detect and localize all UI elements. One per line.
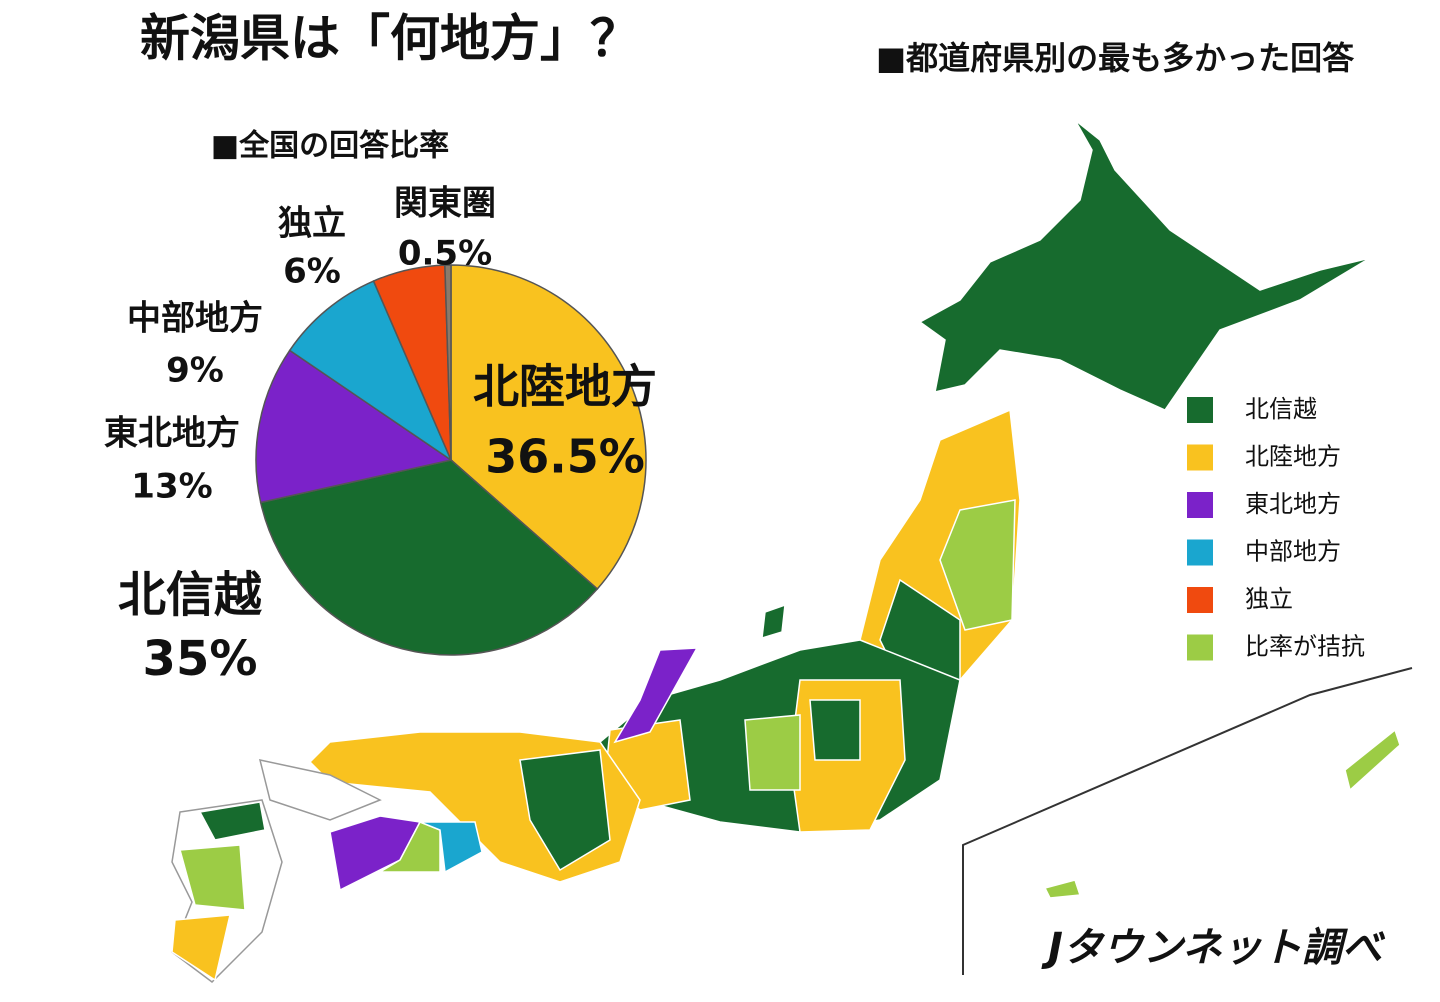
sado	[761, 603, 786, 640]
slice-value: 6%	[283, 252, 341, 292]
pie-slice	[288, 280, 453, 463]
slice-label: 北陸地方	[473, 360, 657, 414]
pie-slice	[450, 264, 647, 591]
pie-slice	[259, 459, 599, 656]
legend-label: 北陸地方	[1245, 443, 1341, 471]
islands	[1043, 879, 1082, 899]
legend-swatch	[1187, 397, 1213, 423]
pie-chart	[255, 264, 647, 656]
legend-label: 東北地方	[1245, 490, 1341, 518]
kinki-green	[519, 749, 611, 872]
source: Jタウンネット調べ	[1041, 925, 1386, 971]
noto	[613, 647, 699, 744]
pie-slice	[255, 349, 453, 504]
legend-label: 北信越	[1245, 395, 1317, 423]
slice-label: 関東圏	[394, 184, 496, 224]
shikoku-even	[377, 821, 441, 873]
shikoku-cyan	[419, 821, 483, 874]
slice-label: 中部地方	[127, 299, 263, 339]
kyushu-even	[179, 844, 246, 911]
main-title: 新潟県は「何地方」？	[140, 10, 640, 68]
slice-label: 独立	[278, 204, 346, 244]
japan-map	[171, 119, 1413, 983]
legend-label: 独立	[1245, 585, 1293, 613]
map-title: ■都道府県別の最も多かった回答	[876, 39, 1355, 77]
legend-swatch	[1187, 444, 1213, 471]
slice-label: 北信越	[118, 567, 263, 623]
hokkaido	[918, 119, 1371, 411]
pie-title: ■全国の回答比率	[211, 129, 449, 164]
kyushu-green	[198, 801, 266, 841]
slice-value: 35%	[143, 631, 258, 687]
inset-divider	[962, 667, 1413, 975]
kanto-green	[809, 699, 861, 761]
slice-value: 0.5%	[398, 234, 492, 274]
slice-value: 9%	[166, 351, 224, 391]
legend-swatch	[1187, 634, 1213, 661]
legend-swatch	[1187, 587, 1213, 613]
tohoku-even	[939, 499, 1016, 631]
chubu-even	[744, 714, 801, 791]
legend-swatch	[1187, 539, 1213, 566]
pie-slice	[444, 264, 452, 461]
slice-label: 東北地方	[104, 414, 240, 454]
slice-value: 36.5%	[485, 430, 645, 484]
slice-value: 13%	[131, 467, 212, 507]
legend-label: 中部地方	[1245, 538, 1341, 566]
legend-label: 比率が拮抗	[1245, 633, 1365, 661]
legend-swatch	[1187, 492, 1213, 518]
okinawa	[1344, 728, 1401, 792]
kyushu-yellow	[171, 914, 231, 982]
chugoku-white	[258, 759, 382, 821]
